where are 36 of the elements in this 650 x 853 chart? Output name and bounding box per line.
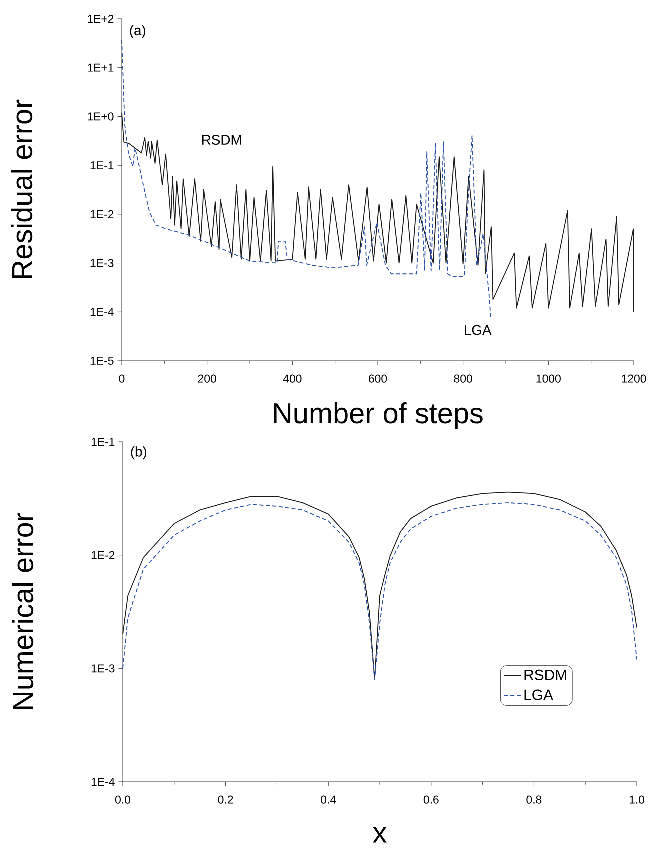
x-tick-label: 200 xyxy=(198,374,216,383)
y-tick-label: 1E+1 xyxy=(88,64,114,72)
x-axis-title: Number of steps xyxy=(274,402,483,430)
x-tick-label: 0.4 xyxy=(321,796,336,804)
x-tick-label: 1200 xyxy=(622,374,646,383)
line-series xyxy=(122,112,634,313)
y-tick-label: 1E-4 xyxy=(90,308,114,316)
y-tick-label: 1E-1 xyxy=(90,162,114,170)
y-tick-label: 1E-3 xyxy=(90,259,114,268)
text: RSDM xyxy=(202,135,242,146)
x-tick-label: 0.0 xyxy=(115,796,130,804)
legend-label: RSDM xyxy=(524,670,566,680)
y-axis-title: Residual error xyxy=(11,100,33,278)
y-tick-label: 1E+2 xyxy=(88,15,114,24)
x-tick-label: 600 xyxy=(369,374,388,383)
x-tick-label: 0.8 xyxy=(526,796,542,804)
annotation: (b) xyxy=(131,446,147,460)
x-tick-label: 1000 xyxy=(536,374,561,383)
y-tick-label: 1E-2 xyxy=(92,551,115,560)
x-axis-title: x xyxy=(373,828,387,843)
y-axis-title: Numerical error xyxy=(12,513,34,710)
series-label: LGA xyxy=(465,325,492,336)
y-tick-label: 1E-1 xyxy=(92,438,115,446)
x-tick-label: 0.6 xyxy=(424,796,439,804)
legend-label: LGA xyxy=(524,690,554,700)
x-tick-label: 800 xyxy=(454,374,472,383)
x-tick-label: 1.0 xyxy=(630,796,644,804)
x-tick-label: 400 xyxy=(283,374,302,383)
y-tick-label: 1E-2 xyxy=(90,210,114,218)
x-tick-label: 0 xyxy=(119,374,125,383)
y-tick-label: 1E-3 xyxy=(92,664,115,673)
x-tick-label: 0.2 xyxy=(218,796,234,804)
y-tick-label: 1E+0 xyxy=(88,112,114,121)
y-tick-label: 1E-4 xyxy=(92,778,115,786)
y-tick-label: 1E-5 xyxy=(90,357,114,365)
annotation: (a) xyxy=(130,25,146,38)
